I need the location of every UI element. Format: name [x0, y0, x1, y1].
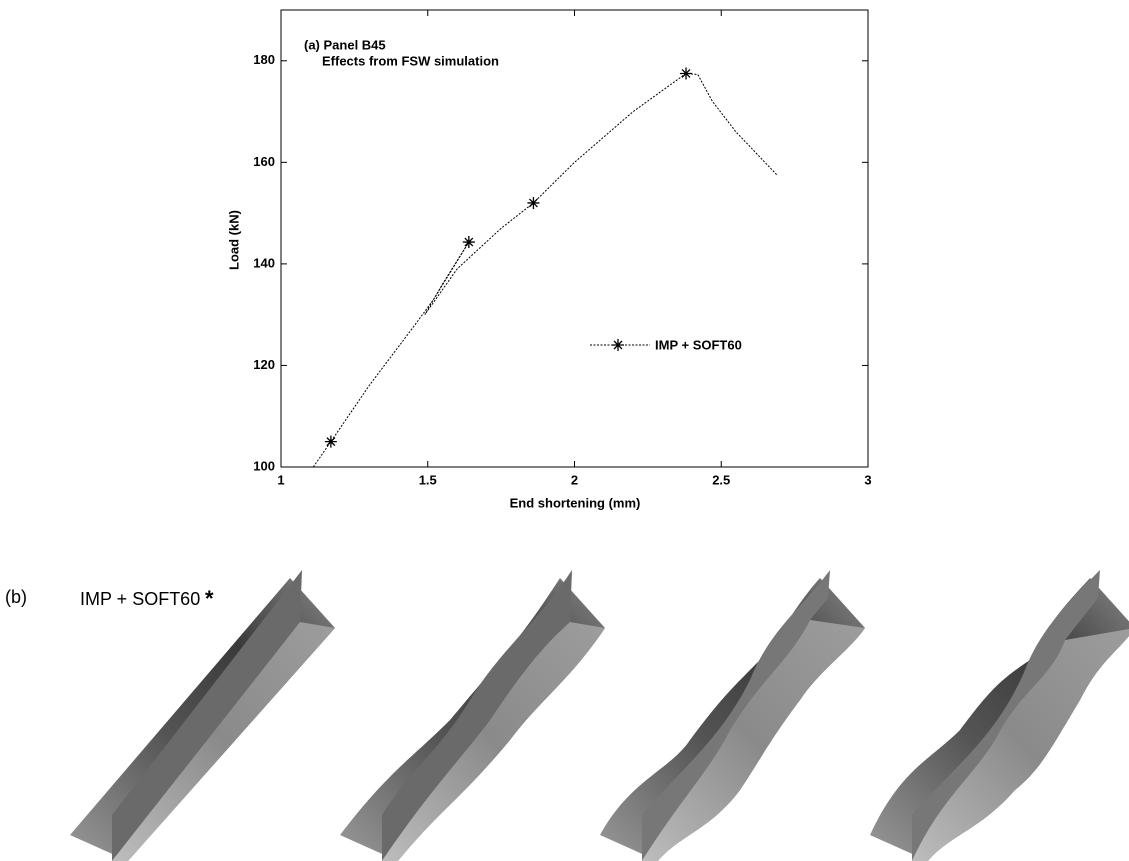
- y-tick-label: 140: [253, 255, 275, 270]
- line: [313, 73, 777, 467]
- legend-marker: [612, 339, 624, 351]
- marker: [325, 436, 337, 448]
- fe-model: [340, 570, 605, 861]
- marker: [527, 197, 539, 209]
- figure: (a) Panel B45 Effects from FSW simulatio…: [0, 0, 1129, 861]
- fe-models: [70, 570, 1129, 861]
- y-axis-title: Load (kN): [226, 210, 241, 270]
- legend: IMP + SOFT60: [590, 337, 742, 352]
- legend-label: IMP + SOFT60: [655, 337, 742, 352]
- x-tick-label: 2: [571, 472, 578, 487]
- fe-model: [870, 570, 1129, 861]
- panel-label: (b): [5, 587, 27, 607]
- x-tick-label: 1.5: [419, 472, 437, 487]
- annotation: (a) Panel B45: [304, 37, 386, 52]
- fe-model: [600, 570, 865, 861]
- x-tick-label: 3: [864, 472, 871, 487]
- y-tick-label: 120: [253, 357, 275, 372]
- y-tick-label: 180: [253, 52, 275, 67]
- plot-frame: [281, 10, 868, 467]
- x-axis-title: End shortening (mm): [510, 495, 641, 510]
- marker: [463, 236, 475, 248]
- fe-model: [70, 570, 335, 861]
- annotation: Effects from FSW simulation: [322, 53, 499, 68]
- x-tick-label: 1: [277, 472, 284, 487]
- panel-marker: *: [205, 586, 214, 611]
- panel-title: IMP + SOFT60: [80, 589, 200, 609]
- x-tick-label: 2.5: [712, 472, 730, 487]
- marker: [680, 67, 692, 79]
- y-tick-label: 100: [253, 458, 275, 473]
- y-tick-label: 160: [253, 154, 275, 169]
